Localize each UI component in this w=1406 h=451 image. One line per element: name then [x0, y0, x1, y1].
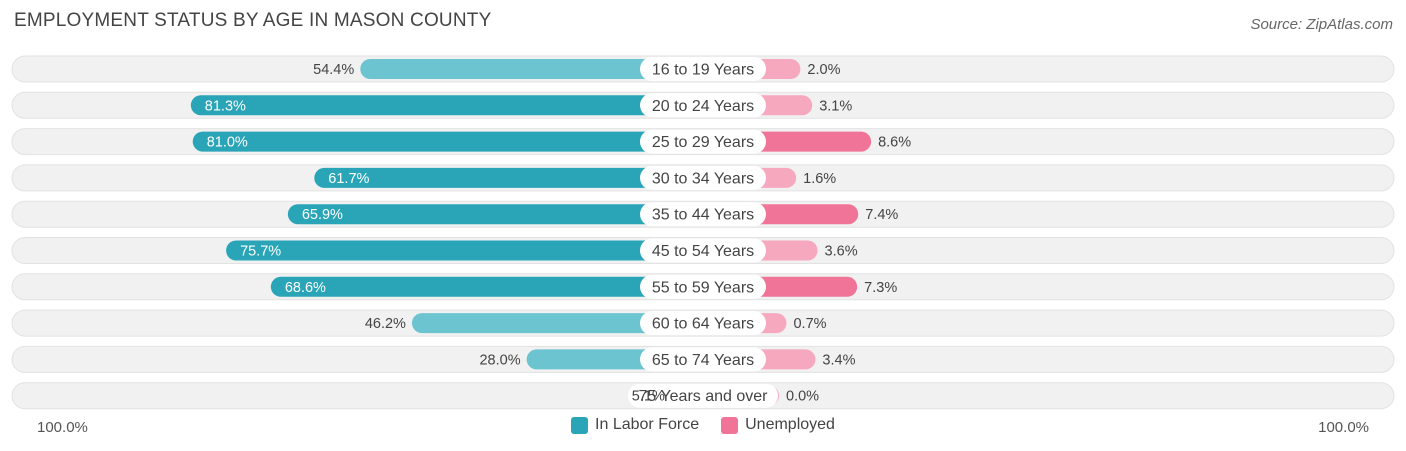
source-note: Source: ZipAtlas.com: [1250, 16, 1393, 33]
value-label-unemployed: 2.0%: [807, 62, 840, 78]
legend: In Labor Force Unemployed: [0, 416, 1406, 434]
legend-item-unemployed[interactable]: Unemployed: [721, 416, 835, 434]
value-label-unemployed: 3.4%: [822, 352, 855, 368]
value-label-labor: 68.6%: [285, 280, 326, 296]
value-label-unemployed: 0.0%: [786, 389, 819, 405]
value-label-unemployed: 0.7%: [793, 316, 826, 332]
legend-swatch-labor: [571, 416, 589, 434]
value-label-labor: 28.0%: [479, 352, 520, 368]
category-label-bg: [640, 347, 766, 372]
value-label-labor: 46.2%: [365, 316, 406, 332]
legend-label-unemployed: Unemployed: [745, 416, 835, 433]
value-label-labor: 54.4%: [313, 62, 354, 78]
category-label-bg: [640, 165, 766, 190]
category-label: 60 to 64 Years: [652, 316, 754, 333]
bar-labor-force: [190, 95, 703, 116]
chart-title: EMPLOYMENT STATUS BY AGE IN MASON COUNTY: [14, 10, 492, 31]
axis-right-label: 100.0%: [1318, 419, 1369, 436]
legend-swatch-unemployed: [721, 416, 739, 434]
value-label-unemployed: 8.6%: [878, 135, 911, 151]
category-label-bg: [628, 383, 778, 408]
category-label-bg: [640, 57, 766, 81]
value-label-unemployed: 3.1%: [819, 98, 852, 114]
value-label-labor: 75.7%: [240, 244, 281, 260]
value-label-labor: 81.0%: [207, 135, 248, 151]
category-label-bg: [640, 238, 766, 263]
bar-labor-force: [192, 131, 703, 152]
category-label: 30 to 34 Years: [652, 170, 754, 187]
category-label-bg: [640, 202, 766, 227]
bar-labor-force: [270, 276, 703, 297]
category-label: 55 to 59 Years: [652, 279, 754, 296]
category-label: 16 to 19 Years: [652, 62, 754, 79]
bar-labor-force: [226, 240, 703, 261]
legend-item-labor[interactable]: In Labor Force: [571, 416, 699, 434]
category-label: 25 to 29 Years: [652, 134, 754, 151]
category-label-bg: [640, 129, 766, 154]
legend-label-labor: In Labor Force: [595, 416, 700, 433]
category-label-bg: [640, 311, 766, 336]
bar-labor-force: [287, 204, 703, 225]
bar-chart: 16 to 19 Years 54.4% 2.0% 20 to 24 Years 81.…: [11, 55, 1395, 410]
value-label-unemployed: 3.6%: [825, 244, 858, 260]
category-label: 75 Years and over: [639, 388, 769, 405]
bar-labor-force: [411, 313, 703, 334]
category-label-bg: [640, 93, 766, 118]
value-label-labor: 61.7%: [328, 171, 369, 187]
bar-labor-force: [314, 167, 703, 188]
value-label-labor: 5.1%: [632, 389, 665, 405]
value-label-labor: 65.9%: [302, 207, 343, 223]
category-label: 45 to 54 Years: [652, 243, 754, 260]
bar-labor-force: [360, 59, 703, 79]
value-label-labor: 81.3%: [205, 98, 246, 114]
axis-left-label: 100.0%: [37, 419, 88, 436]
category-label: 35 to 44 Years: [652, 207, 754, 224]
category-label: 65 to 74 Years: [652, 352, 754, 369]
category-label-bg: [640, 274, 766, 299]
category-label: 20 to 24 Years: [652, 98, 754, 115]
value-label-unemployed: 7.3%: [864, 280, 897, 296]
value-label-unemployed: 1.6%: [803, 171, 836, 187]
value-label-unemployed: 7.4%: [865, 207, 898, 223]
